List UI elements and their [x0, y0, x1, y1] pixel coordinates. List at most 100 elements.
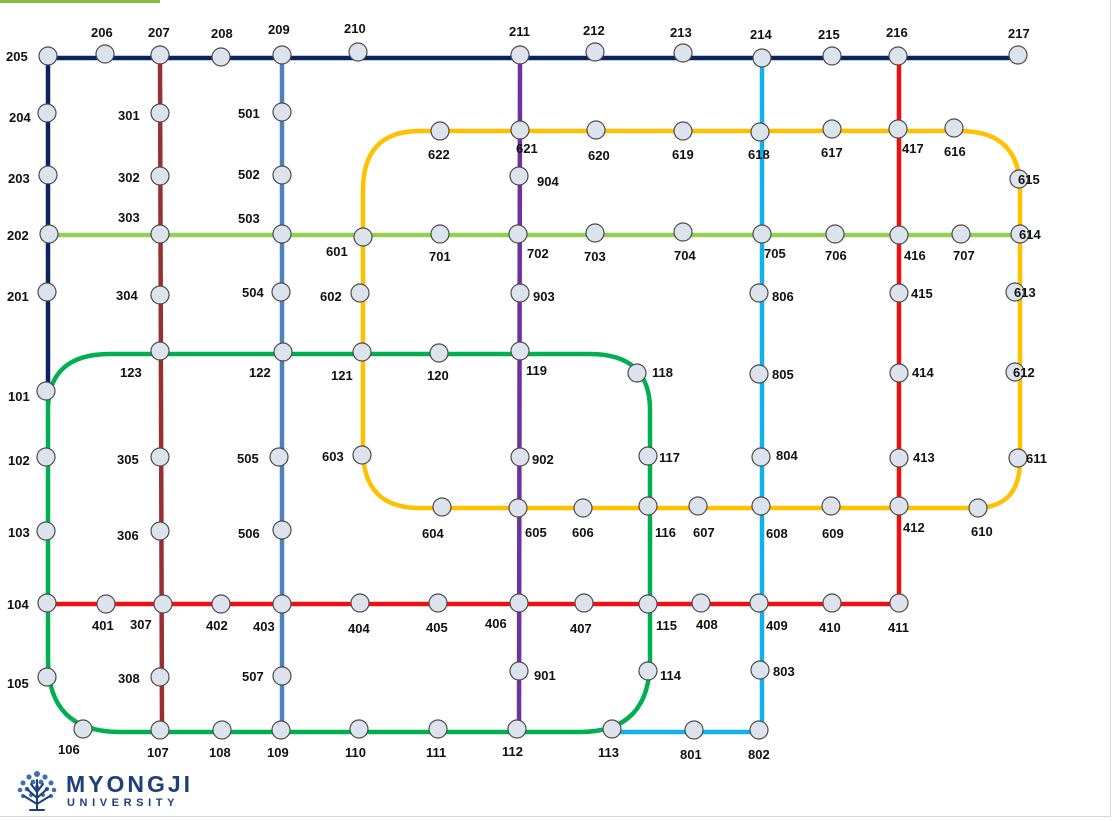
station-marker[interactable]	[749, 720, 769, 740]
station-103[interactable]: 103	[8, 521, 56, 541]
station-806[interactable]: 806	[749, 283, 794, 304]
station-marker[interactable]	[352, 445, 372, 465]
station-505[interactable]: 505	[237, 447, 289, 467]
station-marker[interactable]	[272, 102, 292, 122]
station-marker[interactable]	[573, 498, 593, 518]
station-304[interactable]: 304	[116, 285, 170, 305]
station-615[interactable]: 615	[1009, 169, 1040, 189]
station-marker[interactable]	[889, 283, 909, 303]
station-marker[interactable]	[691, 593, 711, 613]
station-marker[interactable]	[673, 43, 693, 63]
station-412[interactable]: 412	[889, 496, 925, 535]
station-108[interactable]: 108	[209, 720, 232, 760]
station-404[interactable]: 404	[348, 593, 370, 636]
station-306[interactable]: 306	[117, 521, 170, 543]
station-marker[interactable]	[38, 46, 58, 66]
station-marker[interactable]	[73, 719, 93, 739]
station-marker[interactable]	[889, 496, 909, 516]
station-115[interactable]: 115	[638, 594, 677, 633]
station-114[interactable]: 114	[638, 661, 682, 683]
station-marker[interactable]	[508, 224, 528, 244]
station-marker[interactable]	[273, 342, 293, 362]
station-611[interactable]: 611	[1008, 448, 1047, 468]
station-marker[interactable]	[350, 283, 370, 303]
station-marker[interactable]	[1005, 282, 1025, 302]
station-marker[interactable]	[673, 222, 693, 242]
station-marker[interactable]	[353, 227, 373, 247]
station-marker[interactable]	[272, 45, 292, 65]
station-marker[interactable]	[585, 42, 605, 62]
station-116[interactable]: 116	[638, 496, 676, 540]
station-marker[interactable]	[38, 165, 58, 185]
station-marker[interactable]	[822, 593, 842, 613]
station-marker[interactable]	[751, 496, 771, 516]
station-211[interactable]: 211	[509, 24, 530, 65]
station-706[interactable]: 706	[825, 224, 847, 263]
station-113[interactable]: 113	[598, 719, 622, 760]
station-109[interactable]: 109	[267, 720, 291, 760]
station-402[interactable]: 402	[206, 594, 231, 633]
station-marker[interactable]	[627, 363, 647, 383]
station-621[interactable]: 621	[510, 120, 538, 156]
station-marker[interactable]	[751, 447, 771, 467]
station-408[interactable]: 408	[691, 593, 718, 632]
station-marker[interactable]	[150, 224, 170, 244]
station-409[interactable]: 409	[749, 593, 788, 633]
station-marker[interactable]	[585, 223, 605, 243]
station-marker[interactable]	[509, 661, 529, 681]
station-marker[interactable]	[272, 165, 292, 185]
station-620[interactable]: 620	[586, 120, 610, 163]
station-507[interactable]: 507	[242, 666, 292, 686]
station-marker[interactable]	[638, 594, 658, 614]
station-302[interactable]: 302	[118, 166, 170, 186]
station-904[interactable]: 904	[509, 166, 559, 189]
station-marker[interactable]	[37, 667, 57, 687]
station-602[interactable]: 602	[320, 283, 370, 304]
station-903[interactable]: 903	[510, 283, 555, 304]
station-marker[interactable]	[36, 381, 56, 401]
station-marker[interactable]	[1010, 224, 1030, 244]
station-619[interactable]: 619	[672, 121, 694, 162]
station-marker[interactable]	[150, 447, 170, 467]
station-marker[interactable]	[153, 594, 173, 614]
station-marker[interactable]	[1008, 45, 1028, 65]
station-marker[interactable]	[638, 446, 658, 466]
station-107[interactable]: 107	[147, 720, 170, 760]
station-117[interactable]: 117	[638, 446, 680, 466]
station-119[interactable]: 119	[510, 341, 547, 378]
station-214[interactable]: 214	[750, 27, 772, 68]
station-marker[interactable]	[951, 224, 971, 244]
station-123[interactable]: 123	[120, 341, 170, 380]
station-marker[interactable]	[37, 282, 57, 302]
station-204[interactable]: 204	[9, 103, 57, 125]
station-marker[interactable]	[510, 120, 530, 140]
station-marker[interactable]	[509, 593, 529, 613]
station-marker[interactable]	[510, 283, 530, 303]
station-marker[interactable]	[150, 45, 170, 65]
station-marker[interactable]	[508, 498, 528, 518]
station-707[interactable]: 707	[951, 224, 975, 263]
station-marker[interactable]	[430, 224, 450, 244]
station-902[interactable]: 902	[510, 447, 554, 467]
station-marker[interactable]	[750, 122, 770, 142]
station-702[interactable]: 702	[508, 224, 549, 261]
station-104[interactable]: 104	[7, 593, 57, 613]
station-marker[interactable]	[37, 593, 57, 613]
station-417[interactable]: 417	[888, 119, 924, 156]
station-marker[interactable]	[889, 225, 909, 245]
station-marker[interactable]	[510, 45, 530, 65]
station-804[interactable]: 804	[751, 447, 798, 467]
station-marker[interactable]	[350, 593, 370, 613]
station-marker[interactable]	[271, 282, 291, 302]
station-marker[interactable]	[752, 48, 772, 68]
station-209[interactable]: 209	[268, 22, 292, 65]
station-805[interactable]: 805	[749, 364, 794, 384]
station-502[interactable]: 502	[238, 165, 292, 185]
station-205[interactable]: 205	[6, 46, 58, 66]
station-613[interactable]: 613	[1005, 282, 1036, 302]
station-marker[interactable]	[428, 593, 448, 613]
station-618[interactable]: 618	[748, 122, 770, 162]
station-405[interactable]: 405	[426, 593, 448, 635]
station-609[interactable]: 609	[821, 496, 844, 541]
station-705[interactable]: 705	[752, 224, 786, 261]
